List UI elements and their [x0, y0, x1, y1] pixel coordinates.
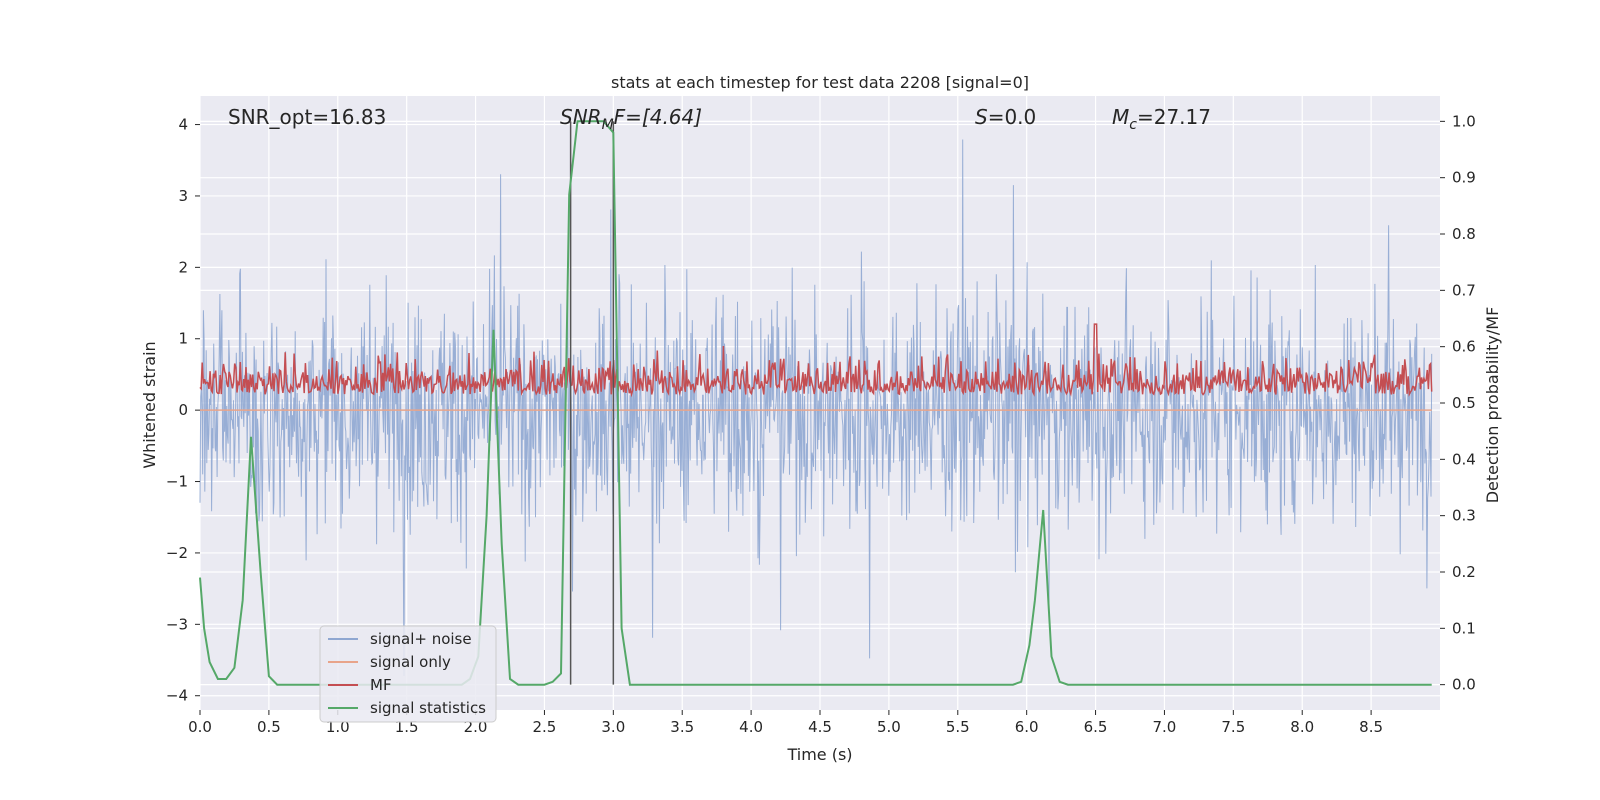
x-tick-label: 7.5: [1221, 718, 1245, 736]
x-axis-label: Time (s): [786, 745, 852, 764]
y-tick-label: −4: [166, 687, 188, 705]
x-tick-label: 8.0: [1290, 718, 1314, 736]
x-tick-label: 0.5: [257, 718, 281, 736]
x-axis-ticks: 0.0 0.5 1.0 1.5 2.0 2.5 3.0 3.5 4.0 4.5 5.0 5.5 6.0 6…: [188, 710, 1383, 736]
y-tick-label: −1: [166, 473, 188, 491]
y2-tick-label: 0.3: [1452, 507, 1476, 525]
y2-tick-label: 0.8: [1452, 225, 1476, 243]
y2-tick-label: 0.9: [1452, 169, 1476, 187]
x-tick-label: 0.0: [188, 718, 212, 736]
s-symbol: S: [975, 105, 988, 129]
y2-tick-label: 0.0: [1452, 676, 1476, 694]
y2-tick-label: 0.1: [1452, 619, 1476, 637]
legend-box: [319, 625, 497, 723]
x-tick-label: 5.5: [946, 718, 970, 736]
s-value: =0.0: [988, 105, 1037, 129]
y2-tick-label: 1.0: [1452, 112, 1476, 130]
y2-axis-ticks: 1.0 0.9 0.8 0.7 0.6 0.5 0.4 0.3 0.2 0.1 0.0: [1440, 112, 1476, 694]
annotation-s: S=0.0: [975, 105, 1036, 129]
mc-symbol: M: [1112, 105, 1129, 129]
y-axis-ticks: 4 3 2 1 0 −1 −2 −3 −4: [166, 116, 200, 705]
y2-tick-label: 0.5: [1452, 394, 1476, 412]
x-tick-label: 5.0: [877, 718, 901, 736]
x-tick-label: 2.5: [533, 718, 557, 736]
annotation-mc: Mc=27.17: [1112, 105, 1211, 133]
y-tick-label: −2: [166, 544, 188, 562]
y-tick-label: 4: [178, 116, 188, 134]
x-tick-label: 6.5: [1084, 718, 1108, 736]
annotation-snr-opt: SNR_opt=16.83: [228, 105, 386, 129]
mc-subscript: c: [1129, 117, 1137, 133]
mf-series: [199, 323, 1433, 398]
y-tick-label: −3: [166, 615, 188, 633]
y-tick-label: 3: [178, 187, 188, 205]
snr-mf-subscript: M: [602, 117, 614, 133]
y2-tick-label: 0.2: [1452, 563, 1476, 581]
x-tick-label: 3.5: [670, 718, 694, 736]
x-tick-label: 3.0: [601, 718, 625, 736]
x-tick-label: 4.0: [739, 718, 763, 736]
legend-label-signal-noise: signal+ noise: [370, 630, 472, 648]
x-tick-label: 7.0: [1153, 718, 1177, 736]
signal-noise-series: [199, 139, 1433, 676]
y-tick-label: 2: [178, 258, 188, 276]
legend: signal+ noise signal only MF signal stat…: [319, 625, 497, 723]
legend-label-signal-only: signal only: [370, 653, 451, 671]
legend-label-mf: MF: [370, 676, 392, 694]
signal-noise-line: [199, 139, 1433, 676]
annotation-snr-mf: SNRMF=[4.64]: [560, 105, 702, 133]
legend-label-signal-statistics: signal statistics: [370, 699, 486, 717]
x-tick-label: 4.5: [808, 718, 832, 736]
chart-title: stats at each timestep for test data 220…: [611, 73, 1029, 92]
x-tick-label: 6.0: [1015, 718, 1039, 736]
y2-axis-label: Detection probability/MF: [1483, 307, 1502, 504]
signal-statistics-series: [199, 120, 1432, 686]
y2-tick-label: 0.6: [1452, 338, 1476, 356]
snr-mf-symbol: SNR: [560, 105, 602, 129]
snr-mf-value: F=[4.64]: [614, 105, 702, 129]
vertical-markers: [569, 121, 615, 685]
y-tick-label: 0: [178, 401, 188, 419]
mc-value: =27.17: [1137, 105, 1211, 129]
mf-line: [199, 323, 1433, 398]
y-tick-label: 1: [178, 330, 188, 348]
y2-tick-label: 0.7: [1452, 281, 1476, 299]
x-tick-label: 8.5: [1359, 718, 1383, 736]
y-axis-label: Whitened strain: [140, 341, 159, 468]
y2-tick-label: 0.4: [1452, 450, 1476, 468]
signal-statistics-line: [199, 120, 1432, 686]
